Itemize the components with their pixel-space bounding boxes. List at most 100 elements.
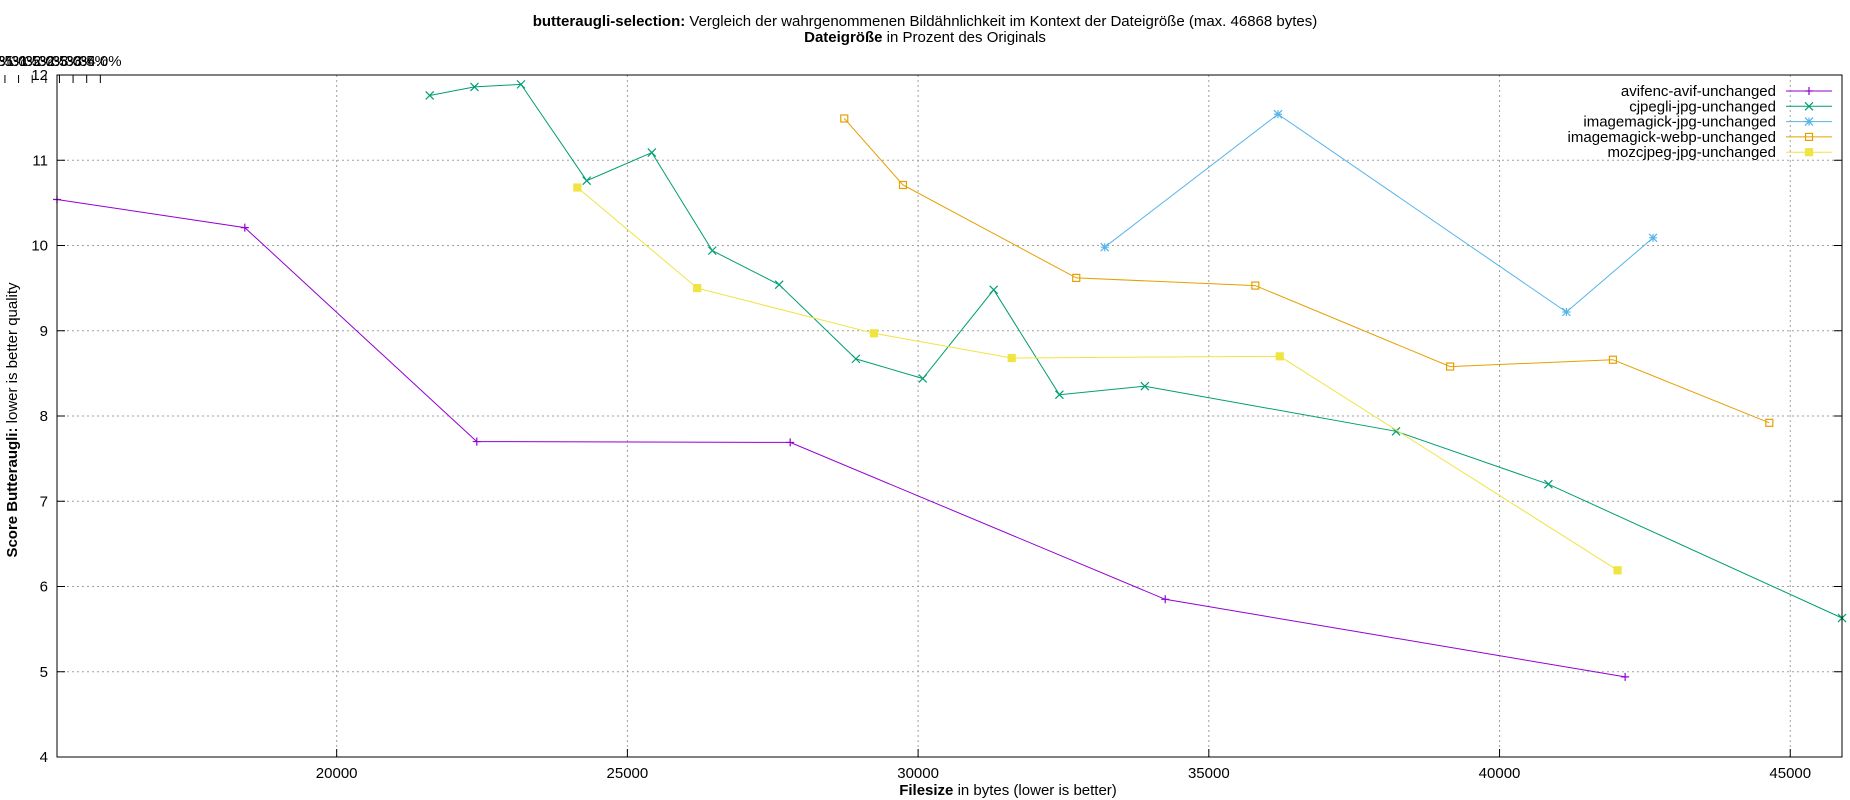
- legend-label: imagemagick-jpg-unchanged: [1583, 114, 1776, 131]
- top-tick-label: 32.0%: [25, 53, 68, 70]
- legend-swatch-marker: [1804, 117, 1814, 127]
- y-axis-label: Score Butteraugli: lower is better quali…: [4, 282, 21, 558]
- data-point: [786, 438, 795, 447]
- data-point: [1054, 390, 1064, 400]
- top-tick-label: 32.5%: [38, 53, 81, 70]
- legend: avifenc-avif-unchangedcjpegli-jpg-unchan…: [1568, 83, 1832, 161]
- data-point: [693, 284, 702, 293]
- y-tick-label: 8: [40, 408, 48, 425]
- y-tick-label: 11: [32, 152, 48, 169]
- top-tick-label: 33.0%: [52, 53, 95, 70]
- x-tick-label: 40000: [1479, 765, 1521, 782]
- data-point: [707, 246, 717, 256]
- x-tick-label: 45000: [1769, 765, 1811, 782]
- data-point: [1007, 353, 1016, 363]
- data-point: [840, 114, 849, 123]
- legend-swatch-marker: [1805, 87, 1813, 95]
- x-axis-label-rest: in bytes (lower is better): [953, 782, 1116, 799]
- top-tick-label: 30.5%: [0, 53, 26, 70]
- series-imagemagick-webp-unchanged: [840, 114, 1774, 427]
- legend-swatch-marker: [1804, 101, 1814, 111]
- series-mozcjpeg-jpg-unchanged: [573, 183, 1622, 575]
- data-point: [1608, 355, 1618, 364]
- data-point: [647, 148, 657, 158]
- chart-subtitle: Dateigröße in Prozent des Originals: [804, 29, 1046, 46]
- series-imagemagick-jpg-unchanged: [1100, 109, 1658, 317]
- data-point: [582, 176, 592, 186]
- data-point: [1072, 273, 1081, 282]
- data-point: [1161, 595, 1170, 604]
- data-point: [516, 79, 526, 89]
- data-point: [1446, 362, 1455, 371]
- legend-label: imagemagick-webp-unchanged: [1568, 129, 1776, 146]
- data-point: [1648, 233, 1658, 243]
- data-point: [1543, 479, 1553, 489]
- grid: [57, 75, 1842, 757]
- x-axis-label-bold: Filesize: [899, 782, 953, 799]
- y-tick-label: 5: [40, 664, 48, 681]
- data-point: [898, 180, 908, 190]
- data-point: [425, 91, 435, 100]
- y-tick-label: 7: [40, 493, 48, 510]
- x-tick-label: 20000: [316, 765, 358, 782]
- data-point: [989, 285, 999, 295]
- data-point: [1765, 418, 1774, 427]
- series-line-imagemagick-jpg-unchanged: [1104, 113, 1654, 313]
- chart-title: butteraugli-selection: Vergleich der wah…: [533, 13, 1318, 30]
- data-point: [851, 354, 861, 364]
- data-point: [1100, 242, 1110, 252]
- series-line-cjpegli-jpg-unchanged: [429, 83, 1843, 619]
- series-line-avifenc-avif-unchanged: [56, 199, 1626, 678]
- data-point: [1273, 109, 1283, 119]
- data-point: [869, 329, 879, 338]
- x-tick-label: 25000: [607, 765, 649, 782]
- data-point: [470, 82, 479, 92]
- chart-title-rest: Vergleich der wahrgenommenen Bildähnlich…: [685, 13, 1317, 30]
- x-tick-label: 30000: [897, 765, 939, 782]
- series-layer: [53, 79, 1847, 681]
- y-tick-label: 9: [40, 323, 48, 340]
- top-tick-label: 31.0%: [0, 53, 40, 70]
- legend-label: avifenc-avif-unchanged: [1621, 83, 1776, 100]
- data-point: [472, 437, 481, 446]
- y-tick-label: 6: [40, 579, 48, 596]
- chart-subtitle-bold: Dateigröße: [804, 29, 882, 46]
- y-axis-label-bold: Score Butteraugli:: [4, 428, 21, 558]
- data-point: [918, 374, 928, 383]
- data-point: [1251, 281, 1260, 290]
- y-tick-label: 4: [40, 749, 48, 766]
- ticks-layer: 4 5 6 7 8 9 10 11 12 20000 25000 30000 35000 40000 450…: [0, 53, 1842, 782]
- legend-label: mozcjpeg-jpg-unchanged: [1608, 144, 1776, 161]
- legend-label: cjpegli-jpg-unchanged: [1629, 98, 1776, 115]
- y-tick-label: 12: [31, 67, 48, 84]
- legend-entry: cjpegli-jpg-unchanged: [1629, 98, 1832, 115]
- y-axis-label-rest: lower is better quality: [4, 282, 21, 428]
- plot-frame: [56, 74, 1843, 758]
- x-axis-label: Filesize in bytes (lower is better): [899, 782, 1117, 799]
- data-point: [1275, 352, 1284, 361]
- series-line-mozcjpeg-jpg-unchanged: [577, 187, 1618, 571]
- series-cjpegli-jpg-unchanged: [425, 79, 1847, 623]
- data-point: [240, 223, 249, 232]
- chart-subtitle-rest: in Prozent des Originals: [882, 29, 1045, 46]
- top-tick-label: 31.5%: [11, 53, 54, 70]
- legend-entry: imagemagick-jpg-unchanged: [1583, 114, 1832, 131]
- data-point: [1613, 566, 1622, 575]
- legend-entry: imagemagick-webp-unchanged: [1568, 129, 1832, 146]
- data-point: [1621, 672, 1630, 681]
- x-tick-label: 35000: [1188, 765, 1230, 782]
- legend-swatch-marker: [1804, 148, 1814, 157]
- data-point: [1561, 307, 1571, 317]
- top-tick-label: 34.0%: [79, 53, 122, 70]
- top-tick-label: 33.5%: [65, 53, 108, 70]
- series-avifenc-avif-unchanged: [53, 195, 1630, 681]
- data-point: [774, 280, 784, 290]
- chart-title-bold: butteraugli-selection:: [533, 13, 686, 30]
- series-line-imagemagick-webp-unchanged: [843, 118, 1770, 424]
- y-tick-label: 10: [31, 238, 48, 255]
- legend-entry: mozcjpeg-jpg-unchanged: [1608, 144, 1832, 161]
- data-point: [573, 183, 582, 192]
- legend-swatch-marker: [1804, 132, 1814, 141]
- top-tick-label: 30.0%: [0, 53, 13, 70]
